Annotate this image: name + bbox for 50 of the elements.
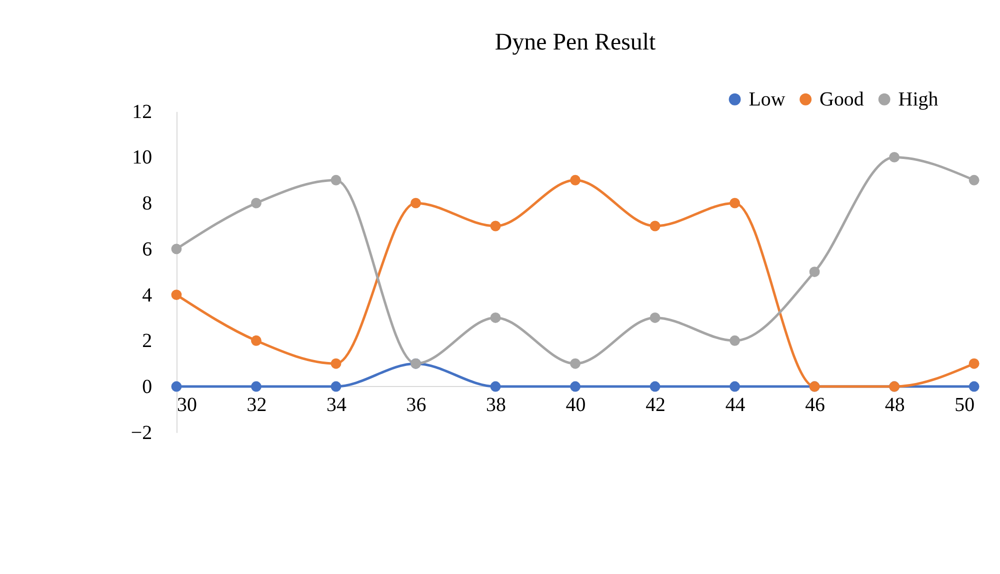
x-tick-label: 34 [326, 394, 346, 416]
point [251, 335, 262, 346]
legend-label: High [898, 88, 938, 110]
chart-title: Dyne Pen Result [494, 30, 656, 56]
point [410, 198, 421, 208]
point [650, 312, 660, 323]
x-tick-label: 46 [805, 394, 826, 416]
legend-label: Good [820, 88, 864, 110]
point [968, 174, 980, 186]
y-tick-label: 6 [142, 238, 152, 260]
point [570, 381, 580, 392]
x-tick-label: 36 [406, 394, 426, 416]
point [330, 358, 342, 369]
point [490, 312, 501, 323]
point [330, 381, 342, 392]
point [889, 152, 900, 162]
x-tick-label: 32 [246, 394, 267, 416]
x-tick-label: 42 [646, 394, 666, 416]
point [809, 266, 820, 278]
x-tick-label: 48 [884, 394, 905, 416]
point [650, 381, 660, 392]
point [968, 381, 980, 392]
x-tick-label: 40 [566, 394, 586, 416]
x-tick-label: 44 [725, 394, 746, 416]
point [251, 198, 262, 208]
point [730, 335, 740, 346]
y-tick-label: 0 [142, 376, 152, 398]
y-tick-label: −2 [130, 422, 152, 444]
point [730, 381, 740, 392]
point [251, 381, 262, 392]
point [650, 220, 660, 232]
point [330, 174, 342, 186]
point [968, 358, 980, 369]
point [171, 290, 182, 300]
point [570, 358, 580, 369]
y-tick-label: 4 [142, 284, 152, 306]
point [730, 198, 740, 208]
point [171, 381, 182, 392]
point [570, 174, 580, 186]
y-tick-label: 12 [132, 100, 152, 123]
legend-label: Low [748, 88, 786, 110]
x-tick-label: 30 [176, 394, 197, 416]
point [490, 220, 501, 232]
point [171, 244, 182, 254]
y-tick-label: 10 [132, 146, 152, 169]
y-tick-label: 2 [142, 330, 152, 352]
point [490, 381, 501, 392]
y-tick-label: 8 [142, 192, 152, 215]
x-tick-label: 50 [954, 394, 975, 416]
x-tick-label: 38 [486, 394, 506, 416]
